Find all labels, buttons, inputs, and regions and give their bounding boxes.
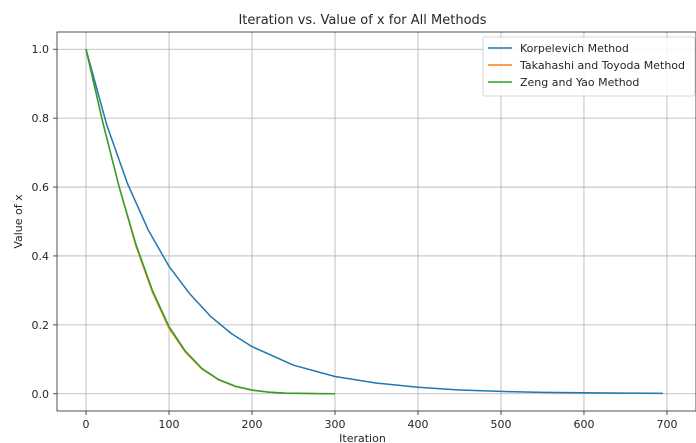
- x-tick-label: 0: [83, 418, 90, 431]
- legend-box: [482, 36, 696, 97]
- chart-title: Iteration vs. Value of x for All Methods: [238, 13, 486, 28]
- legend-entry-label: Takahashi and Toyoda Method: [519, 59, 685, 72]
- y-tick-label: 0.4: [32, 250, 50, 263]
- legend-entry-label: Zeng and Yao Method: [520, 76, 639, 89]
- y-tick-label: 1.0: [32, 43, 50, 56]
- x-tick-label: 100: [159, 418, 180, 431]
- plot-area-frame: [56, 31, 696, 412]
- y-axis-label: Value of x: [12, 194, 25, 249]
- x-tick-label: 400: [407, 418, 428, 431]
- x-tick-label: 200: [242, 418, 263, 431]
- series-lines: [85, 49, 663, 395]
- axis-ticks: 0 100 200 300 400 500 600 700 0.0 0.2 0.4 0.6 0.8 1.0: [32, 43, 678, 431]
- y-tick-label: 0.0: [32, 388, 50, 401]
- series-line-zeng-and-yao-method: [85, 49, 336, 395]
- series-line-takahashi-and-toyoda-method: [85, 49, 336, 395]
- x-tick-label: 700: [656, 418, 677, 431]
- legend-entry-label: Korpelevich Method: [520, 42, 629, 55]
- series-line-korpelevich-method: [85, 49, 663, 395]
- x-tick-label: 300: [325, 418, 346, 431]
- x-tick-label: 500: [490, 418, 511, 431]
- y-tick-label: 0.6: [32, 181, 50, 194]
- x-tick-label: 600: [573, 418, 594, 431]
- x-axis-label: Iteration: [339, 432, 386, 443]
- y-tick-label: 0.2: [32, 319, 50, 332]
- legend: Korpelevich Method Takahashi and Toyoda M…: [482, 36, 696, 97]
- y-tick-label: 0.8: [32, 112, 50, 125]
